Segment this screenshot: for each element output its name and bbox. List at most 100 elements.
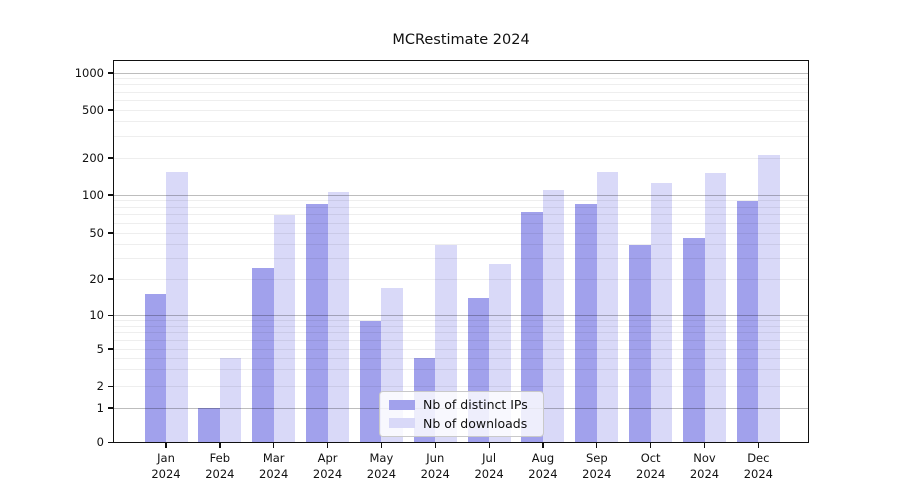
bar-ips-sep: [575, 203, 597, 443]
x-label-month: Jan: [157, 451, 175, 465]
minor-gridline: [114, 278, 808, 280]
x-tick: [219, 443, 221, 448]
minor-gridline: [114, 157, 808, 159]
bar-ips-aug: [521, 212, 543, 443]
x-tick-label: Feb 2024: [184, 451, 256, 482]
x-label-month: Sep: [585, 451, 608, 465]
x-label-year: 2024: [205, 466, 235, 481]
bar-downloads-oct: [650, 183, 673, 443]
bar-ips-apr: [306, 203, 328, 443]
x-tick: [273, 443, 275, 448]
minor-gridline: [114, 348, 808, 350]
y-tick-label: 0: [96, 435, 104, 449]
minor-gridline: [114, 200, 808, 202]
y-tick-label: 50: [89, 225, 104, 240]
bar-ips-mar: [252, 267, 274, 443]
x-label-month: Feb: [209, 451, 231, 465]
y-tick: [108, 278, 113, 280]
bar-ips-jan: [144, 294, 166, 443]
bar-downloads-nov: [704, 173, 726, 443]
bar-downloads-apr: [327, 192, 350, 443]
y-tick-label: 1000: [74, 65, 104, 80]
minor-gridline: [114, 78, 808, 80]
minor-gridline: [114, 357, 808, 359]
x-tick-label: Jan 2024: [130, 451, 202, 482]
x-label-year: 2024: [366, 466, 397, 481]
bar-ips-feb: [198, 408, 220, 443]
x-label-year: 2024: [151, 466, 181, 481]
bar-downloads-feb: [219, 358, 242, 443]
x-label-year: 2024: [312, 466, 343, 481]
x-tick-label: Sep 2024: [561, 451, 633, 482]
minor-gridline: [114, 99, 808, 101]
legend-item: Nb of downloads: [389, 416, 534, 431]
legend: Nb of distinct IPs Nb of downloads: [379, 391, 544, 437]
minor-gridline: [114, 206, 808, 208]
minor-gridline: [114, 386, 808, 387]
y-tick-label: 5: [96, 341, 104, 356]
x-tick: [380, 443, 383, 448]
minor-gridline: [114, 121, 808, 123]
y-tick-label: 200: [82, 150, 104, 165]
y-tick: [108, 194, 113, 196]
bar-downloads-aug: [542, 189, 565, 443]
bar-ips-dec: [736, 200, 759, 443]
bar-downloads-sep: [596, 171, 619, 443]
x-label-year: 2024: [528, 466, 558, 481]
chart-title: MCRestimate 2024: [392, 32, 530, 48]
minor-gridline: [114, 243, 808, 245]
y-tick-label: 10: [89, 308, 104, 322]
y-tick: [108, 109, 113, 111]
x-tick: [488, 443, 490, 448]
x-label-year: 2024: [259, 466, 289, 481]
y-tick: [108, 407, 113, 409]
legend-label: Nb of downloads: [423, 415, 528, 431]
minor-gridline: [114, 222, 808, 224]
x-tick: [596, 443, 598, 448]
x-label-year: 2024: [474, 466, 504, 481]
x-label-year: 2024: [689, 466, 720, 481]
y-tick: [108, 232, 113, 234]
y-tick: [108, 348, 113, 350]
y-tick-label: 100: [82, 187, 104, 202]
bar-downloads-dec: [758, 155, 780, 443]
x-tick-label: Nov 2024: [669, 451, 741, 482]
minor-gridline: [114, 109, 808, 111]
x-tick: [434, 443, 436, 448]
x-label-month: Aug: [531, 451, 555, 465]
x-label-month: Jun: [426, 451, 445, 465]
x-label-month: Mar: [262, 451, 285, 465]
x-tick: [165, 443, 167, 448]
legend-swatch-icon: [389, 418, 415, 429]
x-label-month: Oct: [640, 451, 661, 465]
y-tick: [108, 157, 113, 159]
x-label-year: 2024: [636, 466, 666, 481]
x-tick: [757, 443, 760, 448]
x-label-month: Jul: [482, 451, 497, 465]
y-tick-label: 20: [89, 271, 104, 286]
y-tick-label: 2: [96, 379, 104, 393]
y-tick: [108, 385, 113, 388]
bar-ips-may: [359, 320, 382, 443]
x-label-month: Dec: [747, 451, 770, 465]
x-tick: [650, 443, 652, 448]
x-label-month: Apr: [317, 451, 338, 465]
bar-ips-nov: [683, 238, 705, 443]
minor-gridline: [114, 214, 808, 216]
y-tick-label: 500: [82, 102, 104, 117]
x-tick-label: Aug 2024: [507, 451, 579, 482]
y-tick-label: 1: [96, 400, 104, 415]
minor-gridline: [114, 325, 808, 327]
y-tick: [108, 72, 113, 74]
major-gridline: [114, 194, 808, 196]
major-gridline: [114, 315, 808, 316]
bar-ips-oct: [629, 245, 651, 443]
x-tick-label: Dec 2024: [722, 451, 794, 482]
major-gridline: [114, 72, 808, 74]
minor-gridline: [114, 258, 808, 260]
x-tick-label: Mar 2024: [238, 451, 310, 482]
minor-gridline: [114, 369, 808, 371]
x-tick-label: Jun 2024: [399, 451, 471, 482]
x-tick-label: Oct 2024: [615, 451, 687, 482]
